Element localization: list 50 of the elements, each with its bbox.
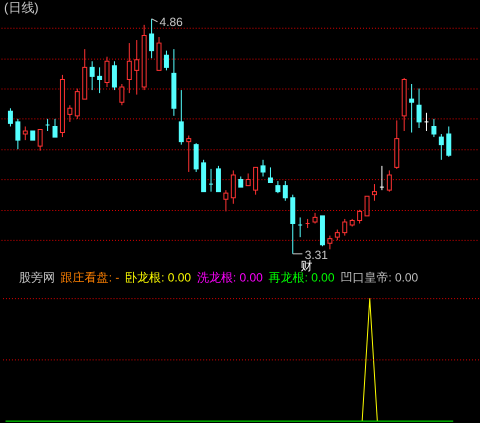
candlestick	[178, 90, 184, 146]
candlestick	[260, 159, 266, 177]
candlestick	[312, 212, 318, 224]
candlestick	[216, 165, 221, 192]
candlestick	[372, 184, 377, 202]
candlestick	[223, 190, 228, 212]
candlestick	[67, 104, 72, 122]
candlestick	[446, 126, 452, 158]
candlestick	[149, 18, 154, 59]
candlestick	[38, 128, 43, 152]
text: 再龙根: 0.00	[268, 270, 335, 285]
candlestick	[238, 176, 244, 188]
candlestick	[164, 50, 169, 71]
candlestick	[8, 108, 13, 127]
candlestick	[253, 166, 258, 196]
candlestick	[342, 218, 348, 236]
candlestick	[246, 172, 251, 186]
candlestick	[416, 88, 422, 128]
candlestick	[282, 180, 288, 202]
chart-title: 股旁网	[18, 270, 55, 285]
candlestick	[15, 118, 20, 150]
text: 卧龙根: 0.00	[125, 270, 192, 285]
candlestick	[268, 166, 273, 184]
text: 财	[300, 258, 313, 273]
candlestick	[22, 126, 28, 141]
candlestick	[438, 134, 444, 160]
candlestick	[409, 84, 414, 134]
candlestick	[126, 42, 132, 94]
candlestick	[327, 235, 332, 250]
candlestick	[334, 229, 340, 241]
candlestick	[104, 56, 110, 88]
legend-label: 凹口皇帝: 0.00	[340, 270, 419, 285]
candlestick	[230, 170, 236, 204]
candlestick	[90, 60, 95, 91]
annotation: 4.86	[160, 14, 184, 29]
candlestick	[186, 135, 192, 172]
candlestick	[119, 84, 124, 106]
candlestick	[52, 118, 58, 138]
candlestick	[431, 118, 436, 138]
legend-label: 跟庄看盘: -	[60, 270, 120, 285]
candlestick	[275, 180, 280, 194]
candlestick	[357, 209, 362, 224]
candlestick	[112, 60, 117, 91]
candlestick	[134, 40, 140, 96]
candlestick	[30, 130, 36, 141]
candlestick	[97, 66, 102, 94]
candlestick	[386, 170, 392, 192]
legend-label: 洗龙根: 0.00	[196, 270, 264, 285]
chart-title: (日线)	[4, 0, 39, 15]
candlestick	[364, 196, 370, 216]
